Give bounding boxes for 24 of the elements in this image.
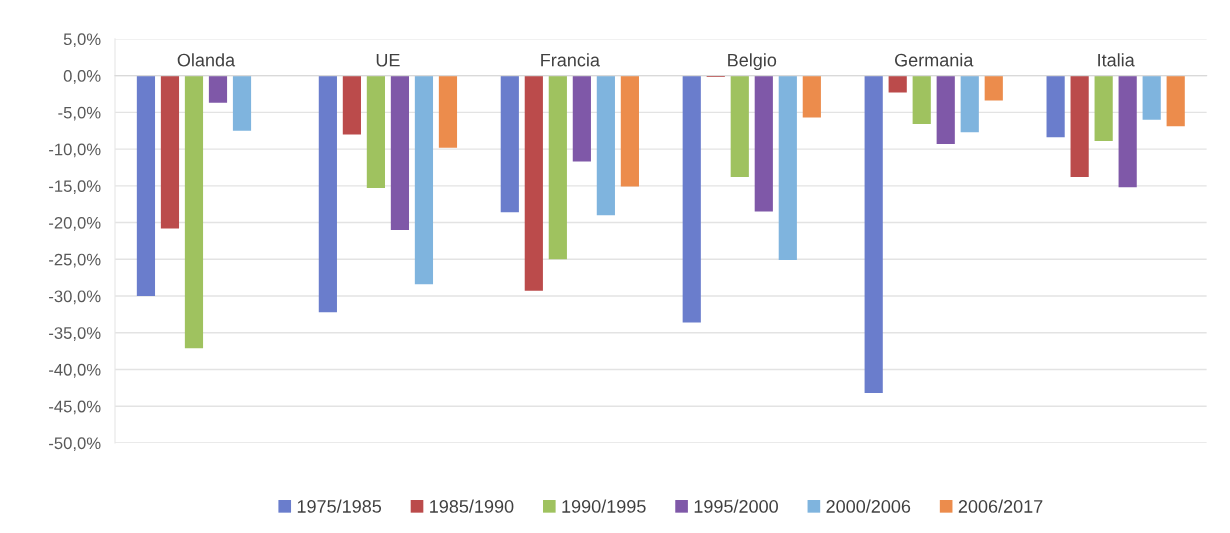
legend-label: 2006/2017 bbox=[958, 499, 1043, 513]
y-tick-label: -5,0% bbox=[58, 106, 101, 121]
legend-label: 1995/2000 bbox=[694, 499, 778, 513]
y-tick-label: -20,0% bbox=[49, 216, 101, 231]
y-tick-label: 0,0% bbox=[63, 70, 101, 84]
x-tick-label: UE bbox=[376, 53, 400, 67]
legend-label: 2000/2006 bbox=[826, 499, 911, 513]
y-tick-label: -35,0% bbox=[49, 327, 101, 341]
y-tick-label: -40,0% bbox=[49, 363, 101, 378]
y-tick-label: -50,0% bbox=[49, 437, 101, 452]
x-tick-label: Italia bbox=[1098, 53, 1135, 67]
y-tick-label: -25,0% bbox=[49, 253, 101, 268]
x-tick-label: Olanda bbox=[177, 53, 236, 67]
legend-label: 1975/1985 bbox=[297, 499, 382, 513]
x-tick-label: Germania bbox=[895, 53, 974, 67]
y-tick-label: 5,0% bbox=[63, 33, 101, 48]
y-tick-label: -10,0% bbox=[49, 143, 101, 158]
y-tick-label: -15,0% bbox=[49, 180, 101, 194]
y-tick-label: -30,0% bbox=[49, 290, 101, 305]
legend-label: 1990/1995 bbox=[562, 499, 646, 513]
y-tick-label: -45,0% bbox=[49, 400, 101, 415]
legend-label: 1985/1990 bbox=[430, 499, 514, 513]
x-tick-label: Belgio bbox=[728, 53, 777, 71]
x-tick-label: Francia bbox=[541, 53, 600, 67]
